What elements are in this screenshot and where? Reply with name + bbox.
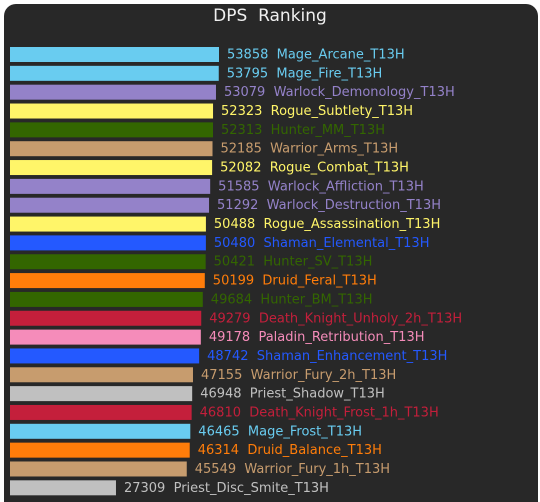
- bar-druid-feral-t13h: [10, 273, 205, 289]
- bar-label: 45549 Warrior_Fury_1h_T13H: [195, 462, 390, 477]
- bar-label: 51585 Warlock_Affliction_T13H: [218, 179, 424, 194]
- bar-rogue-subtlety-t13h: [10, 103, 214, 119]
- bar-label: 52323 Rogue_Subtlety_T13H: [221, 104, 413, 119]
- bar-mage-fire-t13h: [10, 65, 219, 81]
- bar-warrior-arms-t13h: [10, 141, 213, 157]
- bar-label: 48742 Shaman_Enhancement_T13H: [207, 349, 447, 364]
- bar-label: 46810 Death_Knight_Frost_1h_T13H: [200, 405, 439, 420]
- chart-title: DPS Ranking: [213, 6, 327, 26]
- bar-warlock-destruction-t13h: [10, 197, 210, 213]
- bar-label: 53795 Mage_Fire_T13H: [227, 66, 383, 81]
- bar-warlock-demonology-t13h: [10, 84, 216, 100]
- bar-priest-shadow-t13h: [10, 386, 193, 402]
- bar-warrior-fury-2h-t13h: [10, 367, 193, 383]
- bar-label: 53079 Warlock_Demonology_T13H: [224, 85, 455, 100]
- bar-label: 27309 Priest_Disc_Smite_T13H: [124, 481, 329, 496]
- bar-mage-arcane-t13h: [10, 47, 219, 62]
- bar-priest-disc-smite-t13h: [10, 480, 116, 496]
- bar-label: 50421 Hunter_SV_T13H: [214, 255, 373, 270]
- bar-label: 47155 Warrior_Fury_2h_T13H: [201, 368, 396, 383]
- bar-label: 49684 Hunter_BM_T13H: [211, 292, 373, 307]
- bar-paladin-retribution-t13h: [10, 329, 201, 345]
- bar-rogue-assassination-t13h: [10, 216, 206, 232]
- bar-label: 52185 Warrior_Arms_T13H: [221, 142, 399, 157]
- bar-druid-balance-t13h: [10, 442, 190, 458]
- bar-label: 46948 Priest_Shadow_T13H: [200, 387, 385, 402]
- bar-warlock-affliction-t13h: [10, 178, 211, 194]
- bar-hunter-sv-t13h: [10, 254, 206, 270]
- bar-mage-frost-t13h: [10, 423, 191, 439]
- bar-death-knight-unholy-2h-t13h: [10, 310, 202, 326]
- bar-warrior-fury-1h-t13h: [10, 461, 187, 477]
- bar-label: 53858 Mage_Arcane_T13H: [227, 48, 405, 63]
- bar-shaman-enhancement-t13h: [10, 348, 200, 364]
- bar-label: 46465 Mage_Frost_T13H: [198, 424, 362, 439]
- bar-label: 50480 Shaman_Elemental_T13H: [214, 236, 430, 251]
- bar-hunter-mm-t13h: [10, 122, 213, 138]
- bar-label: 50488 Rogue_Assassination_T13H: [214, 217, 440, 232]
- bar-label: 51292 Warlock_Destruction_T13H: [217, 198, 441, 213]
- bar-label: 50199 Druid_Feral_T13H: [213, 274, 377, 289]
- bar-label: 52313 Hunter_MM_T13H: [221, 123, 385, 138]
- bar-label: 46314 Druid_Balance_T13H: [198, 443, 382, 458]
- bar-death-knight-frost-1h-t13h: [10, 404, 192, 420]
- bar-hunter-bm-t13h: [10, 291, 203, 307]
- bar-label: 52082 Rogue_Combat_T13H: [220, 161, 409, 176]
- bar-rogue-combat-t13h: [10, 160, 213, 176]
- bar-label: 49178 Paladin_Retribution_T13H: [209, 330, 425, 345]
- bar-shaman-elemental-t13h: [10, 235, 206, 251]
- bar-label: 49279 Death_Knight_Unholy_2h_T13H: [209, 311, 462, 326]
